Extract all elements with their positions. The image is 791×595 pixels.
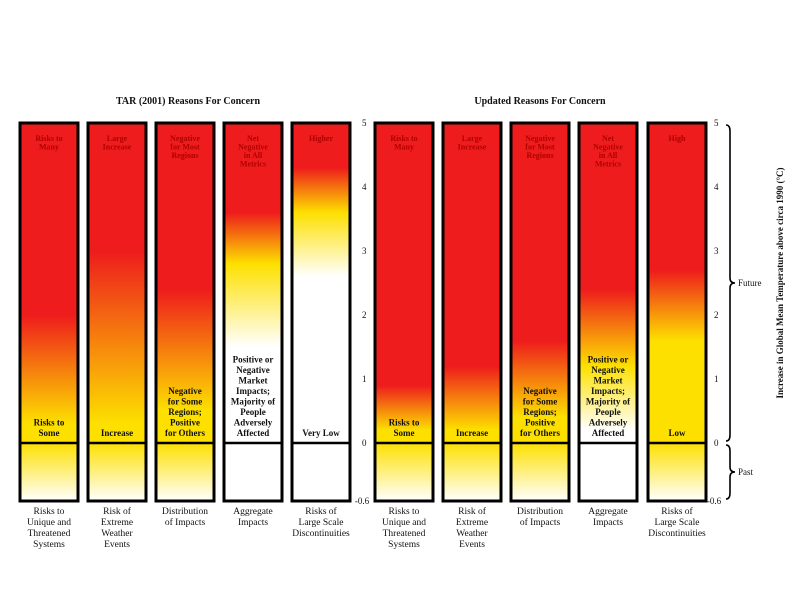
past-period-brace xyxy=(725,444,736,500)
low-risk-label: Negative for Some Regions; Positive for Othe… xyxy=(165,386,206,438)
y-tick-label: 4 xyxy=(362,182,367,192)
risk-column-bar xyxy=(290,121,352,503)
top-risk-label: Net Negative in All Metrics xyxy=(238,134,268,169)
low-risk-label: Increase xyxy=(456,428,488,438)
future-period-brace xyxy=(725,124,736,442)
category-label: Risks to Unique and Threatened Systems xyxy=(27,507,71,550)
y-tick-label: 1 xyxy=(714,374,719,384)
low-risk-label: Very Low xyxy=(302,428,340,438)
category-label: Aggregate Impacts xyxy=(233,507,273,528)
panel-title: Updated Reasons For Concern xyxy=(474,96,606,107)
low-risk-label: Increase xyxy=(101,428,133,438)
y-tick-label: 3 xyxy=(362,246,367,256)
y-tick-label: 5 xyxy=(714,118,719,128)
y-tick-label: 5 xyxy=(362,118,367,128)
category-label: Aggregate Impacts xyxy=(588,507,628,528)
risk-column-bar xyxy=(154,121,216,503)
category-label: Risk of Extreme Weather Events xyxy=(101,506,134,550)
top-risk-label: Higher xyxy=(309,134,333,143)
y-tick-label: 2 xyxy=(362,310,367,320)
y-tick-label: 0 xyxy=(362,438,367,448)
risk-column-bar xyxy=(441,121,503,503)
y-tick-label: 3 xyxy=(714,246,719,256)
y-tick-label: 0 xyxy=(714,438,719,448)
y-axis-label: Increase in Global Mean Temperature abov… xyxy=(775,167,785,398)
top-risk-label: Negative for Most Regions xyxy=(170,134,200,160)
risk-column-bar xyxy=(86,121,148,503)
risk-column-bar xyxy=(373,121,435,503)
low-risk-label: Low xyxy=(668,428,686,438)
y-tick-label: 1 xyxy=(362,374,367,384)
category-label: Risks of Large Scale Discontinuities xyxy=(648,506,706,539)
low-risk-label: Risks to Some xyxy=(389,418,420,439)
low-risk-label: Positive or Negative Market Impacts; Majorit… xyxy=(231,355,276,439)
category-label: Risks of Large Scale Discontinuities xyxy=(292,506,350,539)
top-risk-label: Net Negative in All Metrics xyxy=(593,134,623,169)
top-risk-label: Large Increase xyxy=(458,134,487,152)
risk-column-bar xyxy=(509,121,571,503)
y-tick-label: 2 xyxy=(714,310,719,320)
category-label: Risks to Unique and Threatened Systems xyxy=(382,507,426,550)
y-tick-label: 4 xyxy=(714,182,719,192)
top-risk-label: Negative for Most Regions xyxy=(525,134,555,160)
top-risk-label: Large Increase xyxy=(103,134,132,152)
category-label: Risk of Extreme Weather Events xyxy=(456,506,489,550)
category-label: Distribution of Impacts xyxy=(162,507,208,528)
top-risk-label: Risks to Many xyxy=(35,134,62,152)
top-risk-label: High xyxy=(669,134,686,143)
future-period-label: Future xyxy=(738,278,762,288)
top-risk-label: Risks to Many xyxy=(390,134,417,152)
risk-column-bar xyxy=(646,121,708,503)
y-tick-label: -0.6 xyxy=(707,496,722,506)
low-risk-label: Risks to Some xyxy=(34,418,65,439)
low-risk-label: Negative for Some Regions; Positive for Othe… xyxy=(520,386,561,438)
risk-column-bar xyxy=(222,121,284,503)
risk-column-bar xyxy=(577,121,639,503)
category-label: Distribution of Impacts xyxy=(517,507,563,528)
low-risk-label: Positive or Negative Market Impacts; Majorit… xyxy=(586,355,631,439)
risk-column-bar xyxy=(18,121,80,503)
past-period-label: Past xyxy=(738,467,754,477)
y-tick-label: -0.6 xyxy=(355,496,370,506)
panel-title: TAR (2001) Reasons For Concern xyxy=(116,96,261,107)
